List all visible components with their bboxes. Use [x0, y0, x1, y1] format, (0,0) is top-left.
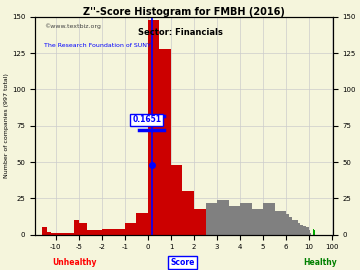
Text: Sector: Financials: Sector: Financials [138, 28, 222, 37]
Bar [289, 217, 292, 235]
Bar [240, 203, 252, 235]
Bar [74, 220, 79, 235]
Text: ©www.textbiz.org: ©www.textbiz.org [44, 23, 101, 29]
Bar [159, 49, 171, 235]
Bar [148, 20, 159, 235]
Text: Healthy: Healthy [304, 258, 337, 267]
Text: Score: Score [170, 258, 195, 267]
Bar [217, 200, 229, 235]
Text: 0.1651: 0.1651 [132, 116, 161, 124]
Bar [206, 203, 217, 235]
Bar [194, 209, 206, 235]
Bar [51, 233, 56, 235]
Bar [263, 203, 275, 235]
Bar [42, 227, 47, 235]
Y-axis label: Number of companies (997 total): Number of companies (997 total) [4, 73, 9, 178]
Bar [306, 227, 309, 235]
Bar [102, 229, 125, 235]
Bar [94, 230, 102, 235]
Bar [303, 226, 306, 235]
Bar [292, 220, 295, 235]
Bar [70, 233, 74, 235]
Bar [301, 225, 303, 235]
Text: The Research Foundation of SUNY: The Research Foundation of SUNY [44, 43, 151, 48]
Bar [86, 230, 94, 235]
Bar [47, 232, 51, 235]
Text: Unhealthy: Unhealthy [52, 258, 96, 267]
Bar [275, 211, 286, 235]
Bar [286, 214, 289, 235]
Bar [298, 223, 301, 235]
Bar [56, 233, 60, 235]
Bar [252, 209, 263, 235]
Bar [136, 213, 148, 235]
Bar [65, 233, 70, 235]
Bar [183, 191, 194, 235]
Bar [79, 223, 86, 235]
Bar [60, 233, 65, 235]
Title: Z''-Score Histogram for FMBH (2016): Z''-Score Histogram for FMBH (2016) [83, 7, 285, 17]
Bar [295, 220, 298, 235]
Bar [171, 165, 183, 235]
Bar [229, 206, 240, 235]
Bar [125, 223, 136, 235]
